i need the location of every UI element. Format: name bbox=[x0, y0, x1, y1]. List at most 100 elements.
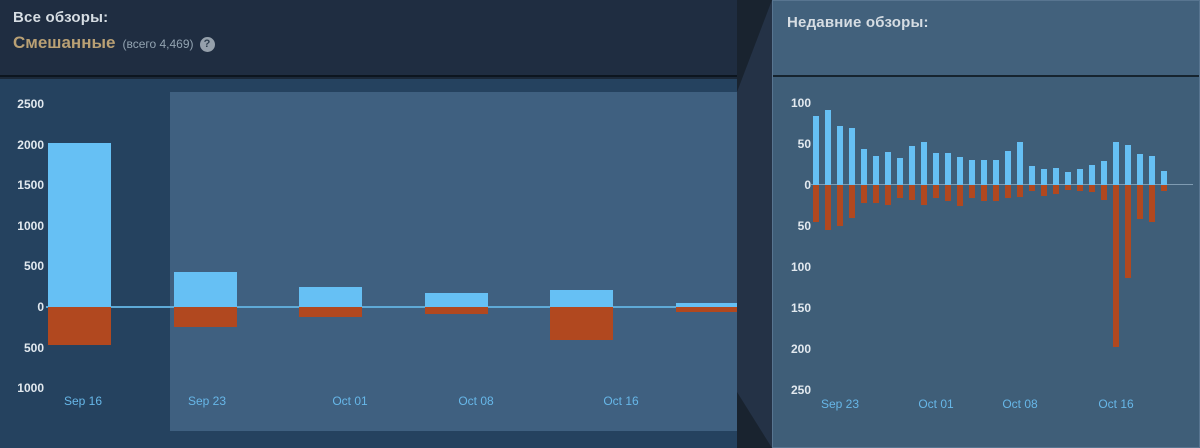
x-tick-label: Oct 08 bbox=[1002, 397, 1038, 411]
negative-review-bar[interactable] bbox=[957, 185, 963, 207]
negative-review-bar[interactable] bbox=[1041, 185, 1047, 196]
negative-review-bar[interactable] bbox=[1101, 185, 1107, 200]
negative-review-bar[interactable] bbox=[48, 307, 111, 346]
negative-review-bar[interactable] bbox=[1053, 185, 1059, 194]
negative-review-bar[interactable] bbox=[1065, 185, 1071, 190]
negative-review-bar[interactable] bbox=[897, 185, 903, 199]
positive-review-bar[interactable] bbox=[861, 148, 867, 185]
negative-review-bar[interactable] bbox=[550, 307, 614, 341]
recent-reviews-header: Недавние обзоры: bbox=[773, 1, 1199, 77]
positive-review-bar[interactable] bbox=[957, 157, 963, 185]
positive-review-bar[interactable] bbox=[945, 153, 951, 185]
positive-review-bar[interactable] bbox=[1053, 167, 1059, 185]
y-tick-label: 50 bbox=[797, 137, 811, 151]
positive-review-bar[interactable] bbox=[825, 109, 831, 185]
y-tick-label: 100 bbox=[790, 96, 811, 110]
positive-review-bar[interactable] bbox=[1077, 169, 1083, 185]
negative-review-bar[interactable] bbox=[1005, 185, 1011, 199]
negative-review-bar[interactable] bbox=[1029, 185, 1035, 191]
positive-review-bar[interactable] bbox=[1041, 169, 1047, 185]
negative-review-bar[interactable] bbox=[921, 185, 927, 205]
positive-review-bar[interactable] bbox=[837, 126, 843, 185]
recent-reviews-chart[interactable]: 100 50 0 50 100 150 200 250 Sep 23 Oct 01 Oct 08 Oc… bbox=[773, 1, 1199, 447]
positive-review-bar[interactable] bbox=[1161, 171, 1167, 185]
x-tick-label: Sep 23 bbox=[187, 394, 227, 408]
positive-review-bar[interactable] bbox=[1065, 171, 1071, 185]
negative-review-bar[interactable] bbox=[933, 185, 939, 199]
review-summary-rating: Смешанные bbox=[13, 33, 116, 52]
all-reviews-chart[interactable]: 2500 2000 1500 1000 500 0 500 1000 Sep 16 Sep 23 O… bbox=[0, 79, 739, 448]
negative-review-bar[interactable] bbox=[676, 307, 739, 312]
positive-review-bar[interactable] bbox=[993, 160, 999, 185]
negative-review-bar[interactable] bbox=[873, 185, 879, 203]
positive-review-bar[interactable] bbox=[885, 152, 891, 185]
negative-review-bar[interactable] bbox=[1137, 185, 1143, 220]
help-question-icon[interactable]: ? bbox=[199, 36, 215, 52]
negative-review-bar[interactable] bbox=[1149, 185, 1155, 222]
positive-review-bar[interactable] bbox=[933, 153, 939, 185]
y-tick-label: 0 bbox=[804, 178, 811, 192]
positive-review-bar[interactable] bbox=[981, 159, 987, 185]
positive-review-bar[interactable] bbox=[921, 142, 927, 185]
positive-review-bar[interactable] bbox=[873, 155, 879, 185]
negative-review-bar[interactable] bbox=[993, 185, 999, 201]
negative-review-bar[interactable] bbox=[1017, 185, 1023, 197]
negative-review-bar[interactable] bbox=[299, 307, 363, 317]
negative-review-bar[interactable] bbox=[885, 185, 891, 205]
review-total-count: (всего 4,469) bbox=[122, 37, 194, 51]
y-tick-label: 500 bbox=[23, 259, 44, 274]
positive-review-bar[interactable] bbox=[1149, 155, 1155, 185]
y-tick-label: 50 bbox=[797, 219, 811, 233]
recent-reviews-panel: Недавние обзоры: 100 50 0 50 100 150 200 250 Sep… bbox=[772, 0, 1200, 448]
positive-review-bar[interactable] bbox=[1101, 161, 1107, 185]
negative-review-bar[interactable] bbox=[1161, 185, 1167, 191]
positive-review-bar[interactable] bbox=[550, 290, 614, 307]
positive-review-bar[interactable] bbox=[909, 145, 915, 185]
positive-review-bar[interactable] bbox=[1113, 142, 1119, 185]
positive-review-bar[interactable] bbox=[813, 116, 819, 185]
positive-review-bar[interactable] bbox=[849, 128, 855, 185]
x-tick-label: Oct 16 bbox=[603, 394, 639, 408]
positive-review-bar[interactable] bbox=[1029, 166, 1035, 185]
positive-review-bar[interactable] bbox=[48, 143, 111, 307]
x-tick-label: Sep 16 bbox=[63, 394, 103, 408]
negative-review-bar[interactable] bbox=[1125, 185, 1131, 278]
all-reviews-summary-row: Смешанные (всего 4,469) ? bbox=[13, 33, 737, 53]
positive-review-bar[interactable] bbox=[424, 292, 488, 307]
positive-review-bar[interactable] bbox=[676, 303, 739, 307]
negative-review-bar[interactable] bbox=[981, 185, 987, 201]
positive-review-bar[interactable] bbox=[1137, 153, 1143, 185]
positive-review-bar[interactable] bbox=[969, 160, 975, 185]
negative-review-bar[interactable] bbox=[969, 185, 975, 199]
negative-review-bar[interactable] bbox=[825, 185, 831, 231]
negative-review-bar[interactable] bbox=[1089, 185, 1095, 192]
y-tick-label: 100 bbox=[790, 260, 811, 274]
positive-review-bar[interactable] bbox=[1005, 151, 1011, 185]
negative-review-bar[interactable] bbox=[837, 185, 843, 226]
y-tick-label: 500 bbox=[23, 340, 44, 355]
negative-review-bar[interactable] bbox=[945, 185, 951, 201]
positive-review-bar[interactable] bbox=[1017, 141, 1023, 185]
negative-review-bar[interactable] bbox=[424, 307, 488, 315]
selected-range-overlay[interactable] bbox=[170, 92, 739, 431]
all-reviews-title: Все обзоры: bbox=[13, 9, 109, 26]
negative-review-bar[interactable] bbox=[1077, 185, 1083, 191]
y-tick-label: 2500 bbox=[17, 97, 44, 111]
positive-review-bar[interactable] bbox=[897, 157, 903, 185]
negative-review-bar[interactable] bbox=[861, 185, 867, 203]
negative-review-bar[interactable] bbox=[849, 185, 855, 218]
negative-review-bar[interactable] bbox=[173, 307, 237, 328]
positive-review-bar[interactable] bbox=[173, 272, 237, 307]
y-tick-label: 250 bbox=[790, 383, 811, 397]
x-tick-label: Oct 01 bbox=[918, 397, 954, 411]
negative-review-bar[interactable] bbox=[813, 185, 819, 222]
positive-review-bar[interactable] bbox=[299, 287, 363, 307]
y-tick-label: 1500 bbox=[17, 178, 44, 193]
y-tick-label: 1000 bbox=[17, 381, 44, 396]
x-tick-label: Sep 23 bbox=[820, 397, 860, 411]
negative-review-bar[interactable] bbox=[1113, 185, 1119, 347]
positive-review-bar[interactable] bbox=[1125, 144, 1131, 185]
positive-review-bar[interactable] bbox=[1089, 165, 1095, 185]
negative-review-bar[interactable] bbox=[909, 185, 915, 200]
